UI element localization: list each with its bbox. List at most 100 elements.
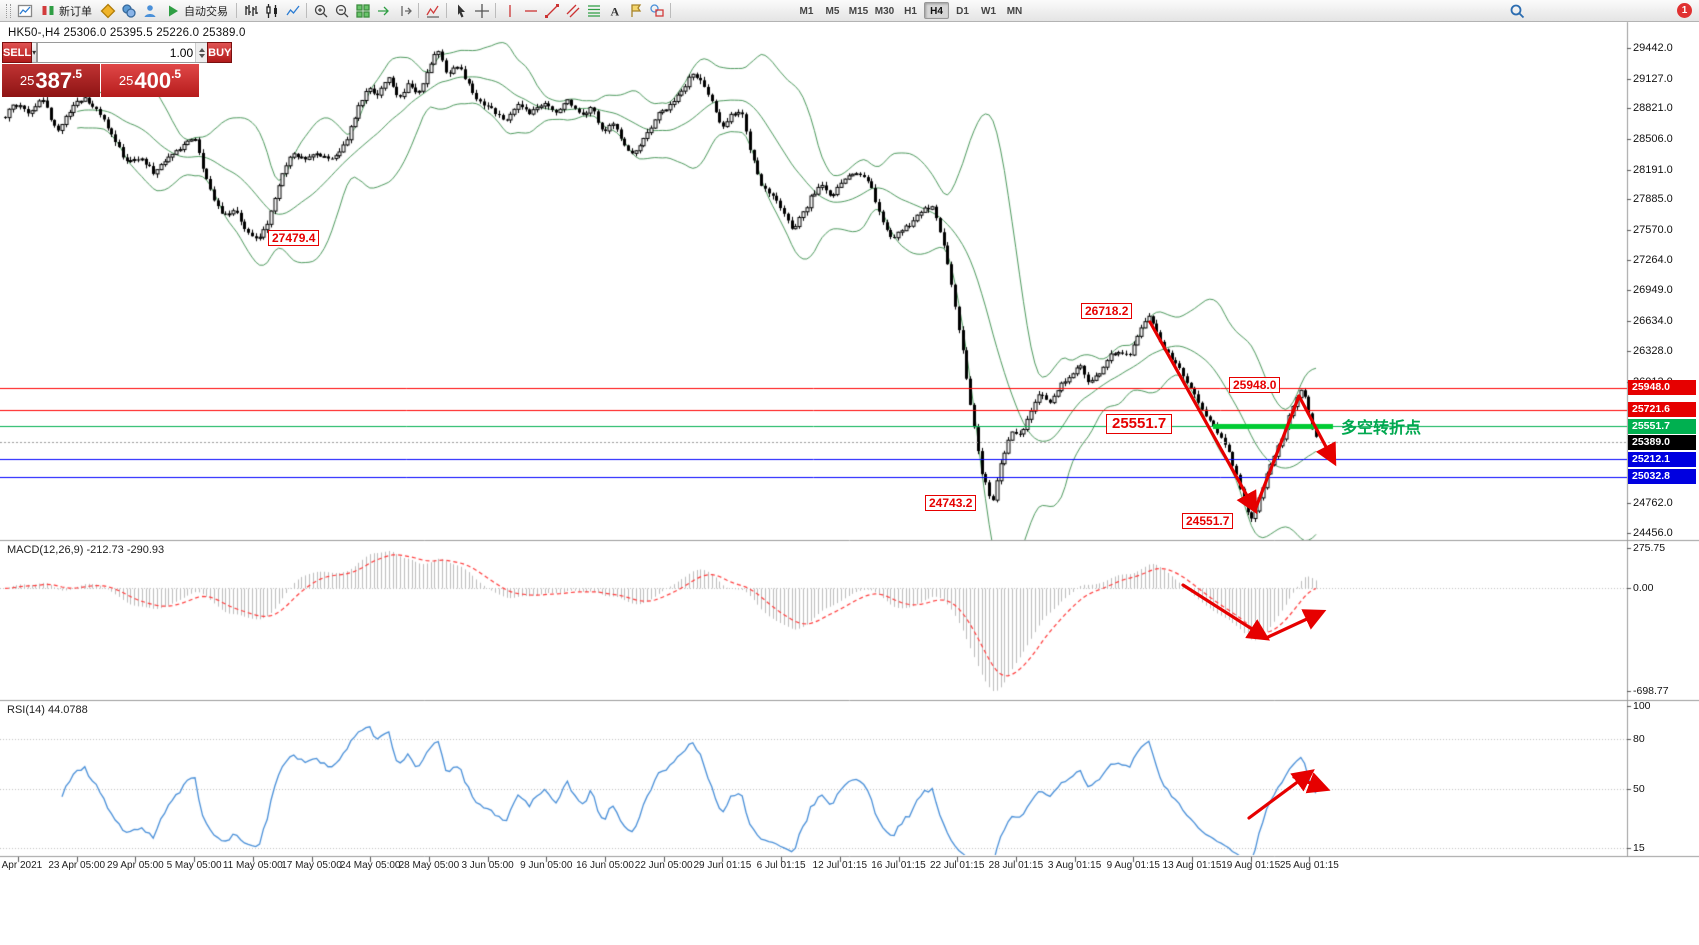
date-label: 19 Aug 01:15 xyxy=(1221,860,1281,871)
sell-price-display[interactable]: 25 387.5 xyxy=(2,64,100,97)
price-tick: 28191.0 xyxy=(1633,163,1673,176)
chart-shift-icon[interactable] xyxy=(394,1,415,20)
trade-prices-row: 25 387.5 25 400.5 xyxy=(2,64,199,97)
label-icon[interactable] xyxy=(625,1,646,20)
timeframe-m5[interactable]: M5 xyxy=(825,6,840,17)
price-tag: 25032.8 xyxy=(1628,469,1696,485)
text-icon[interactable]: A xyxy=(604,1,625,20)
price-tag: 25389.0 xyxy=(1628,434,1696,450)
buy-price-display[interactable]: 25 400.5 xyxy=(101,64,199,97)
price-annotation-label[interactable]: 26718.2 xyxy=(1081,303,1133,319)
candlestick-chart-icon[interactable] xyxy=(261,1,282,20)
new-chart-icon[interactable] xyxy=(14,1,35,20)
price-annotation-label[interactable]: 27479.4 xyxy=(268,230,320,246)
buy-price-small: 25 xyxy=(118,73,134,88)
rsi-indicator-label: RSI(14) 44.0788 xyxy=(7,704,88,716)
shapes-icon[interactable] xyxy=(646,1,667,20)
crosshair-icon[interactable] xyxy=(471,1,492,20)
price-tag: 25212.1 xyxy=(1628,451,1696,467)
date-label: 22 Jul 01:15 xyxy=(929,860,985,871)
pane-separator-rsi[interactable] xyxy=(0,698,1699,703)
lot-stepper[interactable] xyxy=(195,43,208,62)
price-tag: 25551.7 xyxy=(1628,418,1696,434)
vertical-line-icon[interactable] xyxy=(499,1,520,20)
cursor-icon[interactable] xyxy=(450,1,471,20)
bar-chart-icon[interactable] xyxy=(240,1,261,20)
price-annotation-label[interactable]: 24551.7 xyxy=(1182,513,1234,529)
auto-trading-button[interactable]: 自动交易 xyxy=(160,1,233,20)
price-tick: 26328.0 xyxy=(1633,344,1673,357)
signals-icon[interactable] xyxy=(139,1,160,20)
date-label: 16 Jul 01:15 xyxy=(871,860,926,871)
price-tick: 28506.0 xyxy=(1633,132,1673,145)
buy-price-decimal: .5 xyxy=(171,67,182,81)
timeframe-m30[interactable]: M30 xyxy=(874,6,895,17)
sell-price-big: 387 xyxy=(35,67,73,93)
date-label: 23 Apr 05:00 xyxy=(48,860,106,871)
timeframe-d1[interactable]: D1 xyxy=(956,6,969,17)
market-icon[interactable] xyxy=(118,1,139,20)
channel-icon[interactable] xyxy=(562,1,583,20)
toolbar-grip xyxy=(6,3,11,18)
price-annotation-label[interactable]: 24743.2 xyxy=(925,495,977,511)
price-annotation-label[interactable]: 25551.7 xyxy=(1106,414,1173,434)
buy-button[interactable]: BUY xyxy=(207,42,233,63)
date-label: 3 Jun 05:00 xyxy=(461,860,514,871)
timeframe-h1[interactable]: H1 xyxy=(904,6,917,17)
timeframe-w1[interactable]: W1 xyxy=(981,6,996,17)
buy-price-big: 400 xyxy=(134,67,172,93)
stepper-down-icon[interactable] xyxy=(198,53,205,58)
date-label: 25 Aug 01:15 xyxy=(1279,860,1339,871)
trade-controls-row: SELL ▾ BUY xyxy=(2,42,233,63)
zoom-out-icon[interactable] xyxy=(331,1,352,20)
line-chart-icon[interactable] xyxy=(282,1,303,20)
stepper-up-icon[interactable] xyxy=(198,47,205,52)
date-label: 16 Jun 05:00 xyxy=(576,860,634,871)
toolbar-separator xyxy=(418,3,419,18)
toolbar-separator xyxy=(236,3,237,18)
sell-price-decimal: .5 xyxy=(72,67,83,81)
price-tick: 27885.0 xyxy=(1633,193,1673,206)
notification-badge[interactable]: 1 xyxy=(1677,3,1692,18)
zoom-in-icon[interactable] xyxy=(310,1,331,20)
timeframe-m15[interactable]: M15 xyxy=(848,6,869,17)
timeframe-mn[interactable]: MN xyxy=(1006,6,1023,17)
date-label: 9 Jun 05:00 xyxy=(520,860,573,871)
price-tag: 25721.6 xyxy=(1628,402,1696,418)
price-tick: 26634.0 xyxy=(1633,315,1673,328)
trendline-icon[interactable] xyxy=(541,1,562,20)
trade-dropdown-button[interactable]: ▾ xyxy=(32,42,38,63)
tile-windows-icon[interactable] xyxy=(352,1,373,20)
auto-scroll-icon[interactable] xyxy=(373,1,394,20)
date-label: 11 May 05:00 xyxy=(222,860,283,871)
indicators-icon[interactable] xyxy=(422,1,443,20)
date-label: 9 Aug 01:15 xyxy=(1106,860,1160,871)
rsi-axis-value: 100 xyxy=(1633,700,1651,712)
fibonacci-icon[interactable] xyxy=(583,1,604,20)
price-tick: 28821.0 xyxy=(1633,102,1673,115)
timeframe-toolbar: M1 M5 M15 M30 H1 H4 D1 W1 MN xyxy=(794,2,1027,19)
rsi-axis-value: 50 xyxy=(1633,783,1645,796)
horizontal-line-icon[interactable] xyxy=(520,1,541,20)
price-tick: 27570.0 xyxy=(1633,224,1673,237)
new-order-button[interactable]: 新订单 xyxy=(35,1,97,20)
turning-point-annotation: 多空转折点 xyxy=(1341,420,1422,437)
lot-size-input[interactable] xyxy=(38,43,196,62)
date-label: 24 May 05:00 xyxy=(339,860,401,871)
mql5-icon[interactable] xyxy=(97,1,118,20)
price-tick: 24762.0 xyxy=(1633,497,1673,510)
macd-axis-value: -698.77 xyxy=(1633,685,1669,697)
price-tick: 26949.0 xyxy=(1633,284,1673,297)
timeframe-m1[interactable]: M1 xyxy=(799,6,814,17)
sell-button[interactable]: SELL xyxy=(2,42,33,63)
lot-field xyxy=(37,42,208,63)
date-label: 29 Jun 01:15 xyxy=(693,860,752,871)
timeframe-h4[interactable]: H4 xyxy=(924,2,949,19)
date-label: 28 May 05:00 xyxy=(398,860,460,871)
price-annotation-label[interactable]: 25948.0 xyxy=(1229,377,1281,393)
search-icon[interactable] xyxy=(1506,1,1527,20)
pane-separator-macd[interactable] xyxy=(0,538,1699,543)
macd-axis-value: 0.00 xyxy=(1633,582,1654,595)
